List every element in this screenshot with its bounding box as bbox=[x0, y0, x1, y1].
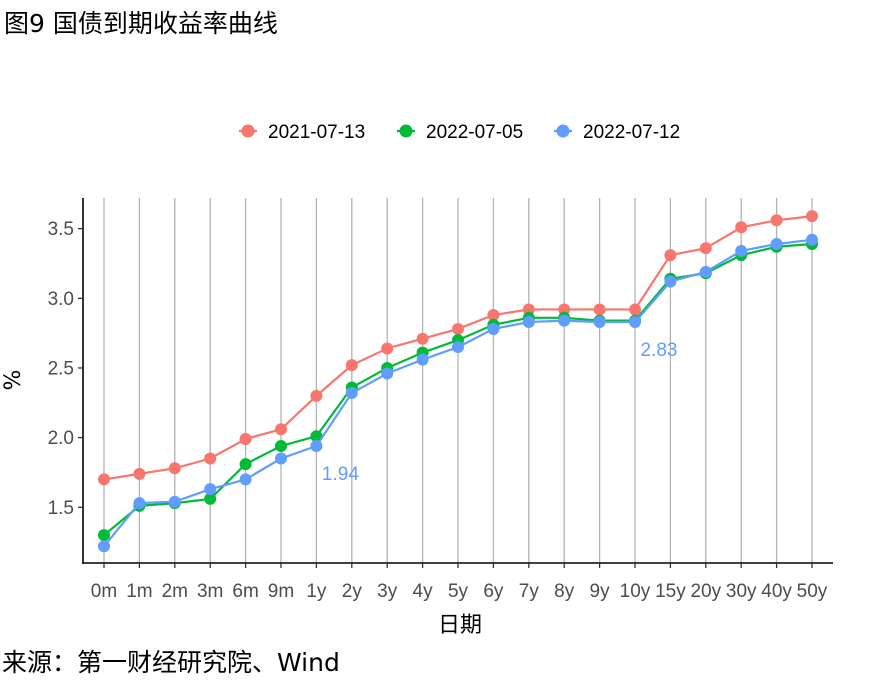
x-tick-label: 2y bbox=[342, 581, 363, 602]
x-tick-label: 1m bbox=[126, 581, 152, 602]
x-axis-title: 日期 bbox=[438, 613, 482, 638]
data-point-0m bbox=[98, 529, 110, 542]
legend-key-dot bbox=[399, 124, 413, 138]
x-tick-label: 20y bbox=[690, 581, 721, 602]
y-axis-title: % bbox=[1, 370, 26, 391]
data-point-1m bbox=[133, 467, 146, 480]
data-point-1m bbox=[133, 497, 146, 510]
data-point-8y bbox=[558, 303, 571, 316]
data-point-7y bbox=[522, 315, 535, 328]
legend: 2021-07-13 2022-07-05 2022-07-12 bbox=[239, 122, 680, 143]
data-point-5y bbox=[452, 322, 464, 335]
x-tick-label: 8y bbox=[554, 581, 575, 602]
annotation-label: 2.83 bbox=[641, 340, 678, 361]
legend-label: 2022-07-05 bbox=[426, 122, 523, 143]
data-point-1y bbox=[310, 439, 323, 452]
data-point-15y bbox=[664, 275, 677, 288]
data-point-1y bbox=[310, 389, 323, 402]
series-2022-07-12 bbox=[98, 233, 818, 553]
x-tick-label: 7y bbox=[519, 581, 540, 602]
data-point-9m bbox=[275, 439, 287, 452]
x-tick-label: 9y bbox=[590, 581, 611, 602]
y-tick-label: 3.0 bbox=[48, 289, 74, 310]
data-point-6y bbox=[487, 309, 500, 322]
data-point-9m bbox=[275, 452, 287, 465]
data-point-2y bbox=[345, 387, 358, 400]
legend-label: 2021-07-13 bbox=[268, 122, 365, 143]
data-point-30y bbox=[735, 221, 748, 234]
data-point-3y bbox=[381, 367, 394, 380]
data-point-2m bbox=[168, 495, 181, 508]
data-point-0m bbox=[98, 473, 110, 486]
legend-entry-2021-07-13: 2021-07-13 bbox=[239, 122, 365, 143]
data-point-3m bbox=[204, 452, 217, 465]
x-tick-label: 40y bbox=[761, 581, 792, 602]
data-point-50y bbox=[806, 210, 818, 223]
x-tick-label: 4y bbox=[413, 581, 434, 602]
series-layer bbox=[98, 210, 818, 553]
data-point-50y bbox=[806, 233, 818, 246]
data-point-3y bbox=[381, 342, 394, 355]
legend-key-dot bbox=[556, 124, 570, 138]
data-point-5y bbox=[452, 341, 464, 354]
figure-source: 来源：第一财经研究院、Wind bbox=[2, 648, 340, 677]
y-tick-label: 2.5 bbox=[48, 358, 74, 379]
annotation-label: 1.94 bbox=[322, 464, 359, 485]
data-point-20y bbox=[699, 242, 712, 255]
x-tick-label: 30y bbox=[726, 581, 757, 602]
x-tick-label: 2m bbox=[162, 581, 188, 602]
legend-key-dot bbox=[241, 124, 255, 138]
data-point-6m bbox=[239, 433, 252, 446]
data-point-8y bbox=[558, 314, 571, 327]
data-point-9m bbox=[275, 423, 287, 436]
x-tick-label: 50y bbox=[797, 581, 828, 602]
x-tick-label: 5y bbox=[448, 581, 469, 602]
legend-entry-2022-07-12: 2022-07-12 bbox=[554, 122, 680, 143]
data-point-10y bbox=[629, 315, 641, 328]
data-point-2y bbox=[345, 359, 358, 372]
data-point-6y bbox=[487, 322, 500, 335]
data-point-10y bbox=[629, 303, 641, 316]
data-point-20y bbox=[699, 265, 712, 278]
data-point-6m bbox=[239, 458, 252, 471]
grid-lines bbox=[103, 198, 813, 563]
data-point-6m bbox=[239, 473, 252, 486]
data-point-4y bbox=[416, 353, 429, 366]
y-tick-label: 2.0 bbox=[48, 428, 74, 449]
data-point-4y bbox=[416, 332, 429, 345]
legend-label: 2022-07-12 bbox=[583, 122, 680, 143]
x-tick-label: 3y bbox=[377, 581, 398, 602]
data-point-15y bbox=[664, 249, 677, 262]
figure-title: 图9 国债到期收益率曲线 bbox=[4, 9, 278, 38]
series-2021-07-13 bbox=[98, 210, 818, 486]
data-point-1y bbox=[310, 430, 323, 443]
data-point-7y bbox=[522, 303, 535, 316]
legend-entry-2022-07-05: 2022-07-05 bbox=[397, 122, 523, 143]
axes: 1.5 2.0 2.5 3.0 3.5 0m 1m 2m 3m 6m 9m 1y 2y 3y 4y 5y 6y 7… bbox=[48, 198, 833, 602]
y-tick-label: 1.5 bbox=[48, 498, 74, 519]
data-point-40y bbox=[770, 237, 783, 250]
x-tick-label: 6m bbox=[232, 581, 258, 602]
y-tick-label: 3.5 bbox=[48, 219, 74, 240]
x-tick-label: 1y bbox=[306, 581, 327, 602]
data-point-3m bbox=[204, 492, 217, 505]
data-point-2m bbox=[168, 462, 181, 475]
data-point-9y bbox=[593, 315, 606, 328]
x-tick-label: 10y bbox=[620, 581, 651, 602]
x-tick-label: 9m bbox=[268, 581, 294, 602]
x-tick-label: 3m bbox=[197, 581, 223, 602]
annotations: 1.94 2.83 bbox=[322, 340, 678, 485]
data-point-30y bbox=[735, 244, 748, 257]
data-point-3m bbox=[204, 483, 217, 496]
x-tick-label: 0m bbox=[91, 581, 117, 602]
data-point-9y bbox=[593, 303, 606, 316]
data-point-40y bbox=[770, 214, 783, 227]
x-tick-label: 6y bbox=[483, 581, 504, 602]
data-point-0m bbox=[98, 540, 110, 553]
x-tick-label: 15y bbox=[655, 581, 686, 602]
